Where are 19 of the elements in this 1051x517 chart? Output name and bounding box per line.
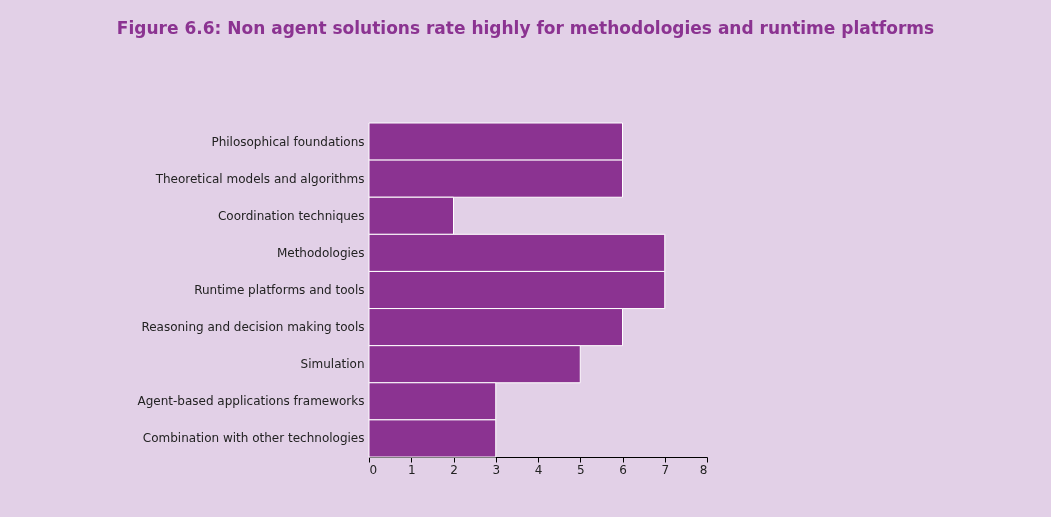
y-tick-label: Coordination techniques <box>217 208 365 223</box>
x-tick-label: 3 <box>492 462 501 477</box>
y-tick-label: Combination with other technologies <box>142 431 365 446</box>
y-tick-label: Reasoning and decision making tools <box>141 320 365 335</box>
y-tick-label: Simulation <box>300 357 365 372</box>
x-tick-label: 0 <box>369 462 378 477</box>
x-tick-label: 1 <box>407 462 416 477</box>
y-tick-label: Methodologies <box>276 245 365 260</box>
x-tick-label: 7 <box>661 462 670 477</box>
x-tick-label: 8 <box>699 462 708 477</box>
y-tick-label: Philosophical foundations <box>211 134 365 149</box>
x-tick-label: 5 <box>576 462 585 477</box>
x-tick-label: 4 <box>534 462 543 477</box>
y-tick-label: Agent-based applications frameworks <box>137 394 365 409</box>
x-tick-label: 2 <box>450 462 458 477</box>
x-tick-label: 6 <box>619 462 627 477</box>
chart-title: Figure 6.6: Non agent solutions rate highly for methodologies and runtime platforms <box>116 17 935 38</box>
y-tick-label: Runtime platforms and tools <box>194 283 365 297</box>
y-tick-label: Theoretical models and algorithms <box>154 171 365 186</box>
